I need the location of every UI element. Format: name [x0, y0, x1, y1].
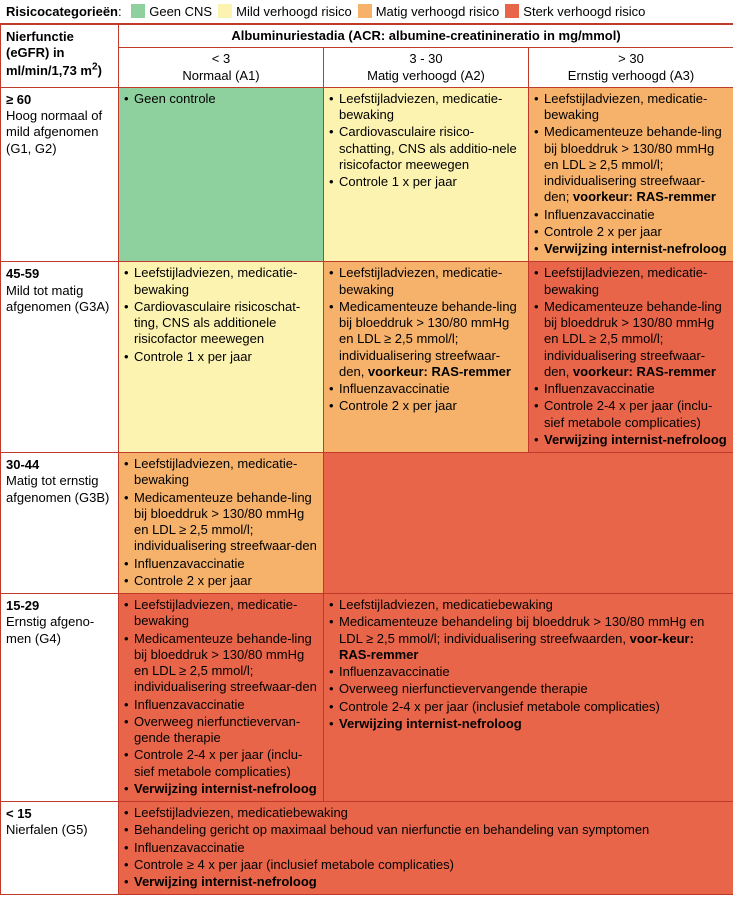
- legend-text: Mild verhoogd risico: [236, 4, 352, 19]
- list-item: Controle 2 x per jaar: [124, 573, 318, 589]
- cell-list: Leefstijladviezen, medicatie-bewakingCar…: [329, 91, 523, 191]
- risk-cell: Leefstijladviezen, medicatie-bewakingMed…: [529, 262, 733, 453]
- list-item: Leefstijladviezen, medicatie-bewaking: [534, 265, 728, 298]
- list-item: Leefstijladviezen, medicatie-bewaking: [329, 265, 523, 298]
- list-item: Medicamenteuze behande-ling bij bloeddru…: [124, 490, 318, 555]
- cell-list: Geen controle: [124, 91, 318, 107]
- column-subheader: < 3Normaal (A1): [119, 48, 324, 88]
- risk-cell: Geen controle: [119, 87, 324, 262]
- row-header: 45-59Mild tot matig afgenomen (G3A): [1, 262, 119, 453]
- list-item: Geen controle: [124, 91, 318, 107]
- row-header: < 15Nierfalen (G5): [1, 802, 119, 895]
- list-item: Behandeling gericht op maximaal behoud v…: [124, 822, 728, 838]
- legend-text: Sterk verhoogd risico: [523, 4, 645, 19]
- list-item: Influenzavaccinatie: [329, 381, 523, 397]
- list-item: Leefstijladviezen, medicatie-bewaking: [124, 265, 318, 298]
- list-item: Verwijzing internist-nefroloog: [534, 432, 728, 448]
- list-item: Medicamenteuze behande-ling bij bloeddru…: [124, 631, 318, 696]
- risk-cell: Leefstijladviezen, medicatiebewakingMedi…: [324, 594, 733, 802]
- table-row: < 15Nierfalen (G5)Leefstijladviezen, med…: [1, 802, 733, 895]
- list-item: Verwijzing internist-nefroloog: [329, 716, 728, 732]
- cell-list: Leefstijladviezen, medicatiebewakingBeha…: [124, 805, 728, 890]
- list-item: Influenzavaccinatie: [124, 840, 728, 856]
- risk-cell: Leefstijladviezen, medicatie-bewakingMed…: [119, 453, 324, 594]
- legend: Risicocategorieën: Geen CNSMild verhoogd…: [0, 0, 733, 24]
- risk-table: Nierfunctie (eGFR) in ml/min/1,73 m2) Al…: [0, 24, 733, 895]
- list-item: Cardiovasculaire risicoschat-ting, CNS a…: [124, 299, 318, 348]
- table-row: ≥ 60Hoog normaal of mild afgenomen (G1, …: [1, 87, 733, 262]
- table-row: 15-29Ernstig afgeno-men (G4)Leefstijladv…: [1, 594, 733, 802]
- list-item: Leefstijladviezen, medicatie-bewaking: [124, 456, 318, 489]
- list-item: Leefstijladviezen, medicatie-bewaking: [329, 91, 523, 124]
- list-item: Leefstijladviezen, medicatiebewaking: [329, 597, 728, 613]
- list-item: Medicamenteuze behande-ling bij bloeddru…: [329, 299, 523, 380]
- list-item: Overweeg nierfunctievervan-gende therapi…: [124, 714, 318, 747]
- legend-swatch: [131, 4, 145, 18]
- list-item: Controle 2 x per jaar: [329, 398, 523, 414]
- risk-cell: [324, 453, 733, 594]
- legend-label: Risicocategorieën: [6, 4, 118, 19]
- table-row: 30-44Matig tot ernstig afgenomen (G3B)Le…: [1, 453, 733, 594]
- list-item: Leefstijladviezen, medicatiebewaking: [124, 805, 728, 821]
- cell-list: Leefstijladviezen, medicatiebewakingMedi…: [329, 597, 728, 732]
- risk-cell: Leefstijladviezen, medicatiebewakingBeha…: [119, 802, 733, 895]
- risk-cell: Leefstijladviezen, medicatie-bewakingMed…: [529, 87, 733, 262]
- list-item: Influenzavaccinatie: [329, 664, 728, 680]
- row-header: ≥ 60Hoog normaal of mild afgenomen (G1, …: [1, 87, 119, 262]
- col-span-title: Albuminuriestadia (ACR: albumine-creatin…: [119, 25, 733, 48]
- row-header: 15-29Ernstig afgeno-men (G4): [1, 594, 119, 802]
- rowhead-title: Nierfunctie (eGFR) in ml/min/1,73 m2): [1, 25, 119, 88]
- list-item: Influenzavaccinatie: [124, 697, 318, 713]
- list-item: Influenzavaccinatie: [534, 207, 728, 223]
- cell-list: Leefstijladviezen, medicatie-bewakingMed…: [329, 265, 523, 414]
- row-header: 30-44Matig tot ernstig afgenomen (G3B): [1, 453, 119, 594]
- legend-swatch: [505, 4, 519, 18]
- list-item: Leefstijladviezen, medicatie-bewaking: [124, 597, 318, 630]
- table-row: 45-59Mild tot matig afgenomen (G3A)Leefs…: [1, 262, 733, 453]
- list-item: Overweeg nierfunctievervangende therapie: [329, 681, 728, 697]
- list-item: Influenzavaccinatie: [124, 556, 318, 572]
- risk-cell: Leefstijladviezen, medicatie-bewakingMed…: [324, 262, 529, 453]
- cell-list: Leefstijladviezen, medicatie-bewakingMed…: [534, 91, 728, 258]
- cell-list: Leefstijladviezen, medicatie-bewakingMed…: [534, 265, 728, 448]
- legend-text: Matig verhoogd risico: [376, 4, 500, 19]
- risk-cell: Leefstijladviezen, medicatie-bewakingCar…: [119, 262, 324, 453]
- cell-list: Leefstijladviezen, medicatie-bewakingMed…: [124, 456, 318, 589]
- column-subheader: > 30Ernstig verhoogd (A3): [529, 48, 733, 88]
- legend-swatch: [358, 4, 372, 18]
- list-item: Controle ≥ 4 x per jaar (inclusief metab…: [124, 857, 728, 873]
- list-item: Controle 2-4 x per jaar (inclu-sief meta…: [124, 747, 318, 780]
- list-item: Verwijzing internist-nefroloog: [124, 781, 318, 797]
- list-item: Cardiovasculaire risico-schatting, CNS a…: [329, 124, 523, 173]
- risk-cell: Leefstijladviezen, medicatie-bewakingCar…: [324, 87, 529, 262]
- list-item: Medicamenteuze behandeling bij bloeddruk…: [329, 614, 728, 663]
- list-item: Medicamenteuze behande-ling bij bloeddru…: [534, 299, 728, 380]
- list-item: Verwijzing internist-nefroloog: [124, 874, 728, 890]
- list-item: Medicamenteuze behande-ling bij bloeddru…: [534, 124, 728, 205]
- list-item: Influenzavaccinatie: [534, 381, 728, 397]
- legend-text: Geen CNS: [149, 4, 212, 19]
- list-item: Controle 2 x per jaar: [534, 224, 728, 240]
- cell-list: Leefstijladviezen, medicatie-bewakingCar…: [124, 265, 318, 365]
- list-item: Leefstijladviezen, medicatie-bewaking: [534, 91, 728, 124]
- cell-list: Leefstijladviezen, medicatie-bewakingMed…: [124, 597, 318, 797]
- column-subheader: 3 - 30Matig verhoogd (A2): [324, 48, 529, 88]
- list-item: Controle 2-4 x per jaar (inclu-sief meta…: [534, 398, 728, 431]
- list-item: Verwijzing internist-nefroloog: [534, 241, 728, 257]
- legend-swatch: [218, 4, 232, 18]
- list-item: Controle 2-4 x per jaar (inclusief metab…: [329, 699, 728, 715]
- risk-cell: Leefstijladviezen, medicatie-bewakingMed…: [119, 594, 324, 802]
- list-item: Controle 1 x per jaar: [124, 349, 318, 365]
- list-item: Controle 1 x per jaar: [329, 174, 523, 190]
